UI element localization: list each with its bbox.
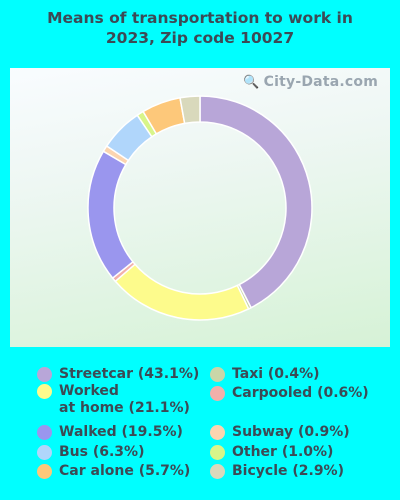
donut-chart xyxy=(87,95,313,321)
legend-swatch xyxy=(210,425,225,440)
legend-label: Bus (6.3%) xyxy=(59,444,145,460)
legend-swatch xyxy=(210,445,225,460)
legend-label: Worked at home (21.1%) xyxy=(59,383,190,416)
legend-label: Taxi (0.4%) xyxy=(232,366,320,382)
legend-item-worked-at-home: Worked at home (21.1%) xyxy=(37,383,190,417)
legend-swatch xyxy=(37,445,52,460)
legend-label: Car alone (5.7%) xyxy=(59,463,191,479)
legend-item-bicycle: Bicycle (2.9%) xyxy=(210,463,344,480)
legend-swatch xyxy=(210,464,225,479)
legend-item-bus: Bus (6.3%) xyxy=(37,444,144,461)
watermark: 🔍 City-Data.com xyxy=(243,74,378,90)
legend-item-car-alone: Car alone (5.7%) xyxy=(37,463,190,480)
chart-title-line-1: Means of transportation to work in xyxy=(47,9,353,27)
legend-swatch xyxy=(210,386,225,401)
slice-streetcar xyxy=(199,95,313,309)
legend-swatch xyxy=(37,367,52,382)
chart-title: Means of transportation to work in 2023,… xyxy=(0,8,400,48)
legend-label: Walked (19.5%) xyxy=(59,424,183,440)
legend-label: Subway (0.9%) xyxy=(232,424,350,440)
legend-item-other: Other (1.0%) xyxy=(210,444,333,461)
search-icon: 🔍 xyxy=(243,74,260,90)
legend-item-subway: Subway (0.9%) xyxy=(210,424,350,441)
legend-swatch xyxy=(210,367,225,382)
legend-item-carpooled: Carpooled (0.6%) xyxy=(210,385,369,402)
legend-swatch xyxy=(37,464,52,479)
legend-item-walked: Walked (19.5%) xyxy=(37,424,183,441)
slice-bicycle xyxy=(179,95,201,125)
legend-item-streetcar: Streetcar (43.1%) xyxy=(37,366,199,383)
legend-swatch xyxy=(37,384,52,399)
legend-label: Carpooled (0.6%) xyxy=(232,385,369,401)
legend: Streetcar (43.1%) Worked at home (21.1%) W… xyxy=(0,366,400,496)
plot-area: 🔍 City-Data.com xyxy=(10,68,390,347)
legend-swatch xyxy=(37,425,52,440)
legend-item-taxi: Taxi (0.4%) xyxy=(210,366,320,383)
legend-label: Other (1.0%) xyxy=(232,444,334,460)
legend-label: Bicycle (2.9%) xyxy=(232,463,344,479)
slice-worked-at-home xyxy=(114,263,250,321)
watermark-text: City-Data.com xyxy=(263,74,378,90)
chart-title-line-2: 2023, Zip code 10027 xyxy=(105,29,295,47)
slice-walked xyxy=(87,150,134,280)
legend-label: Streetcar (43.1%) xyxy=(59,366,200,382)
